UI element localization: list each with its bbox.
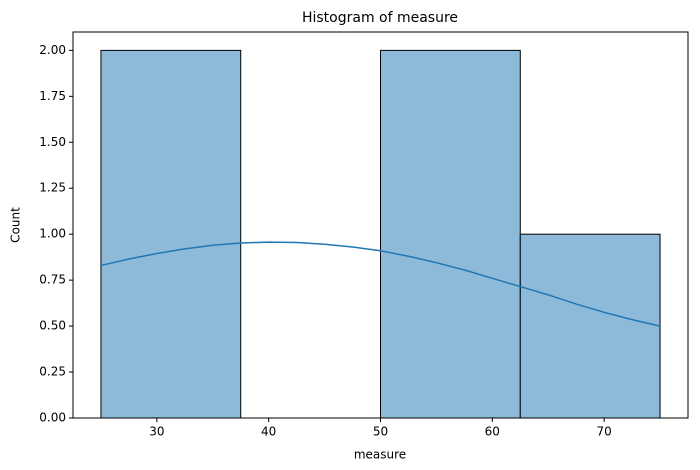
y-tick-label: 0.00: [39, 411, 66, 425]
y-tick-label: 2.00: [39, 43, 66, 57]
kde-line: [100, 241, 661, 327]
bar: [380, 49, 521, 419]
y-tick-label: 1.25: [39, 181, 66, 195]
x-axis-label: measure: [354, 448, 406, 462]
y-tick-label: 1.50: [39, 135, 66, 149]
y-tick-label: 0.50: [39, 319, 66, 333]
y-tick-label: 0.25: [39, 365, 66, 379]
x-tick-label: 60: [485, 425, 500, 439]
chart-title: Histogram of measure: [302, 10, 458, 26]
x-tick-label: 70: [596, 425, 611, 439]
bar: [519, 233, 661, 419]
x-tick-label: 50: [373, 425, 388, 439]
y-axis-label: Count: [9, 207, 23, 243]
x-tick-label: 30: [149, 425, 164, 439]
plot-frame: [72, 31, 689, 419]
bar: [100, 49, 242, 419]
y-tick-label: 0.75: [39, 273, 66, 287]
y-tick-label: 1.75: [39, 89, 66, 103]
x-tick-label: 40: [261, 425, 276, 439]
y-tick-label: 1.00: [39, 227, 66, 241]
